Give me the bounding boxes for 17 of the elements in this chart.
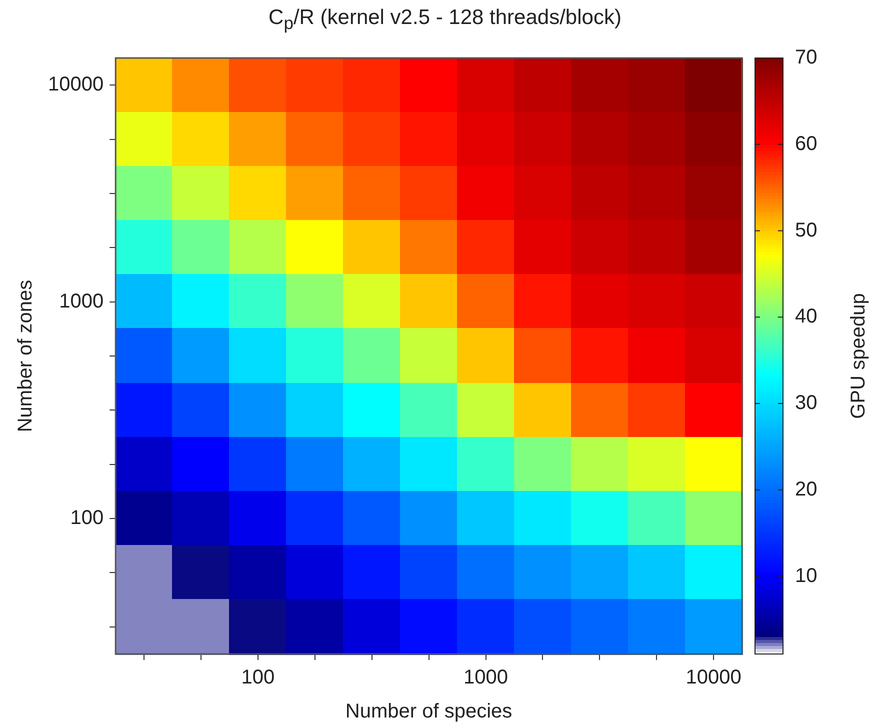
x-tick-label: 100 bbox=[241, 666, 275, 689]
color-bar-label: 50 bbox=[795, 219, 818, 242]
color-bar-label: 70 bbox=[795, 46, 818, 69]
color-bar-label: 20 bbox=[795, 478, 818, 500]
y-tick-label: 1000 bbox=[59, 290, 104, 312]
color-bar-label: 30 bbox=[795, 392, 818, 414]
x-tick-label: 1000 bbox=[464, 666, 508, 689]
color-bar-label: 10 bbox=[795, 564, 818, 587]
color-bar-label: 60 bbox=[795, 132, 818, 155]
chart-title: C$_{p}$/R (kernel v2.5 - 128 threads/block) bbox=[268, 6, 622, 34]
x-axis-title: Number of species bbox=[345, 700, 512, 723]
color-bar-title: GPU speedup bbox=[848, 293, 870, 419]
color-bar-label: 40 bbox=[795, 306, 818, 328]
x-tick-label: 10000 bbox=[686, 666, 742, 689]
y-axis-title: Number of zones bbox=[14, 280, 37, 432]
y-tick-label: 100 bbox=[70, 507, 104, 530]
y-tick-label: 10000 bbox=[48, 74, 104, 96]
